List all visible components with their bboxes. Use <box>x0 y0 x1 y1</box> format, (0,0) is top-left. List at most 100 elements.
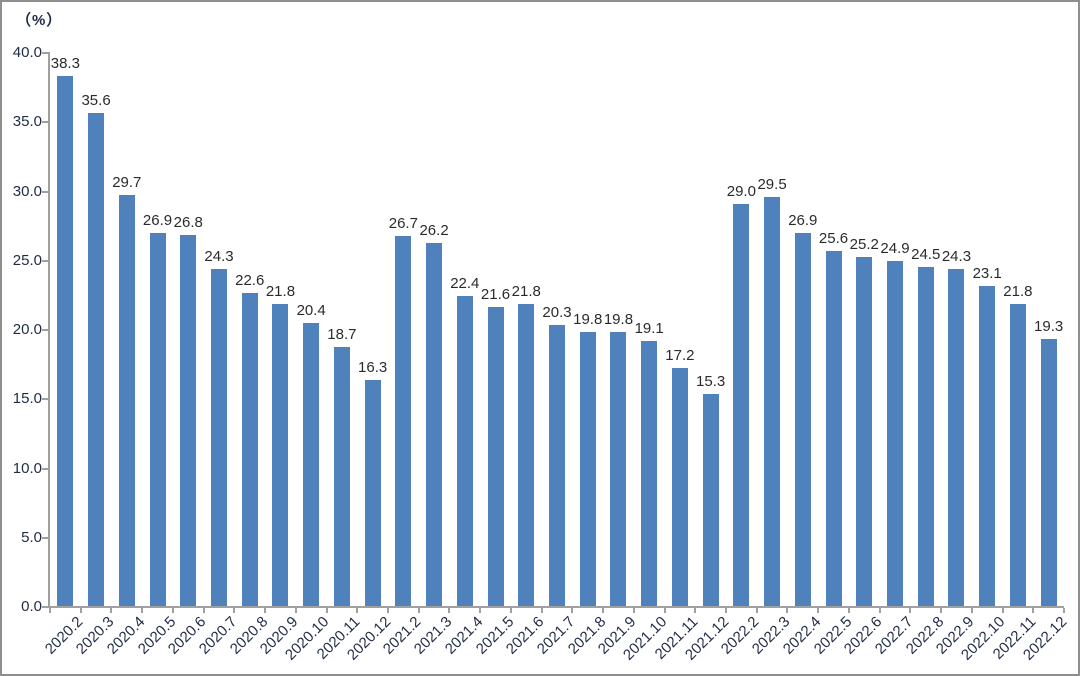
y-tick-label: 0.0 <box>21 598 42 615</box>
y-tick-label: 5.0 <box>21 528 42 546</box>
bar-value-label: 24.3 <box>204 248 234 266</box>
bar <box>333 347 350 606</box>
x-tick-mark <box>970 608 973 613</box>
bar <box>303 323 320 606</box>
bar-value-label: 20.3 <box>542 303 572 321</box>
x-tick-mark <box>663 608 666 613</box>
y-tick-mark <box>42 536 48 539</box>
bar <box>1009 304 1026 606</box>
bar <box>579 331 596 606</box>
bar <box>211 269 227 606</box>
x-tick-mark <box>602 608 605 613</box>
x-tick-mark <box>755 608 758 613</box>
x-tick-mark <box>171 608 174 613</box>
bar-value-label: 19.8 <box>573 310 603 328</box>
bar-value-label: 25.6 <box>818 230 849 248</box>
bar <box>794 233 811 606</box>
x-tick-mark <box>79 608 82 613</box>
bar <box>1040 338 1057 606</box>
y-tick-mark <box>42 190 48 193</box>
bar <box>364 380 381 606</box>
bar <box>856 256 873 606</box>
bar <box>549 324 565 606</box>
x-tick-mark <box>417 608 420 613</box>
y-axis-line <box>48 52 50 608</box>
bar-value-label: 24.3 <box>941 248 972 266</box>
x-tick-mark <box>1063 608 1065 613</box>
x-tick-mark <box>448 608 451 613</box>
x-tick-mark <box>325 608 328 613</box>
bar <box>641 341 658 606</box>
bar-value-label: 20.4 <box>296 302 326 320</box>
x-tick-mark <box>632 608 635 613</box>
y-tick-mark <box>42 467 48 470</box>
bar <box>733 204 750 606</box>
bar-value-label: 26.7 <box>388 215 418 233</box>
x-tick-mark <box>294 608 297 613</box>
bar <box>671 367 688 606</box>
y-tick-mark <box>42 398 48 401</box>
bar-value-label: 21.8 <box>265 283 296 301</box>
bar <box>149 233 166 606</box>
y-tick-mark <box>42 259 48 262</box>
x-tick-mark <box>202 608 205 613</box>
x-tick-mark <box>940 608 943 613</box>
bar-value-label: 25.2 <box>849 235 879 253</box>
bar-value-label: 29.7 <box>112 173 142 191</box>
bar <box>948 269 965 606</box>
x-tick-mark <box>694 608 697 613</box>
bar <box>272 304 289 606</box>
bar-value-label: 19.3 <box>1034 317 1064 335</box>
y-tick-mark <box>42 606 48 608</box>
bar <box>395 236 412 606</box>
bar-value-label: 22.6 <box>235 271 265 289</box>
bar-value-label: 22.4 <box>450 274 480 292</box>
bar-value-label: 16.3 <box>358 359 388 377</box>
y-tick-label: 25.0 <box>12 251 42 269</box>
bar-value-label: 21.8 <box>511 283 541 301</box>
bar <box>88 112 105 606</box>
bar <box>825 251 842 606</box>
bar <box>764 197 781 606</box>
x-tick-mark <box>387 608 389 613</box>
x-tick-mark <box>786 608 789 613</box>
y-tick-label: 30.0 <box>12 182 42 200</box>
bar <box>180 234 197 606</box>
x-tick-mark <box>878 608 881 613</box>
x-tick-mark <box>141 608 144 613</box>
bar-value-label: 15.3 <box>696 373 726 391</box>
bar-value-label: 38.3 <box>50 54 80 72</box>
x-tick-mark <box>1032 608 1035 613</box>
bar <box>241 292 258 606</box>
bar-value-label: 19.8 <box>603 310 634 328</box>
bar <box>979 286 996 606</box>
y-tick-mark <box>42 121 48 124</box>
bar <box>518 304 535 606</box>
y-tick-label: 35.0 <box>12 113 42 131</box>
x-tick-mark <box>540 608 543 613</box>
x-tick-mark <box>817 608 820 613</box>
x-tick-mark <box>725 608 727 613</box>
bar-value-label: 26.9 <box>788 212 818 230</box>
x-tick-mark <box>909 608 912 613</box>
bar <box>887 261 903 606</box>
bar-value-label: 29.0 <box>726 183 756 201</box>
bar <box>702 394 719 606</box>
y-tick-label: 10.0 <box>12 459 42 477</box>
bar-value-label: 18.7 <box>327 326 357 343</box>
bar <box>917 266 934 606</box>
bar-value-label: 17.2 <box>665 346 695 364</box>
bar <box>487 306 504 606</box>
bar-value-label: 24.9 <box>880 240 910 258</box>
x-tick-mark <box>356 608 359 613</box>
x-tick-mark <box>1001 608 1004 613</box>
x-tick-mark <box>509 608 512 613</box>
y-tick-label: 20.0 <box>12 321 42 338</box>
bar <box>456 295 473 606</box>
y-tick-label: 15.0 <box>12 390 42 408</box>
bar-value-label: 21.6 <box>480 285 511 303</box>
bar <box>426 243 443 606</box>
bar <box>57 75 74 606</box>
y-tick-label: 40.0 <box>12 44 42 61</box>
